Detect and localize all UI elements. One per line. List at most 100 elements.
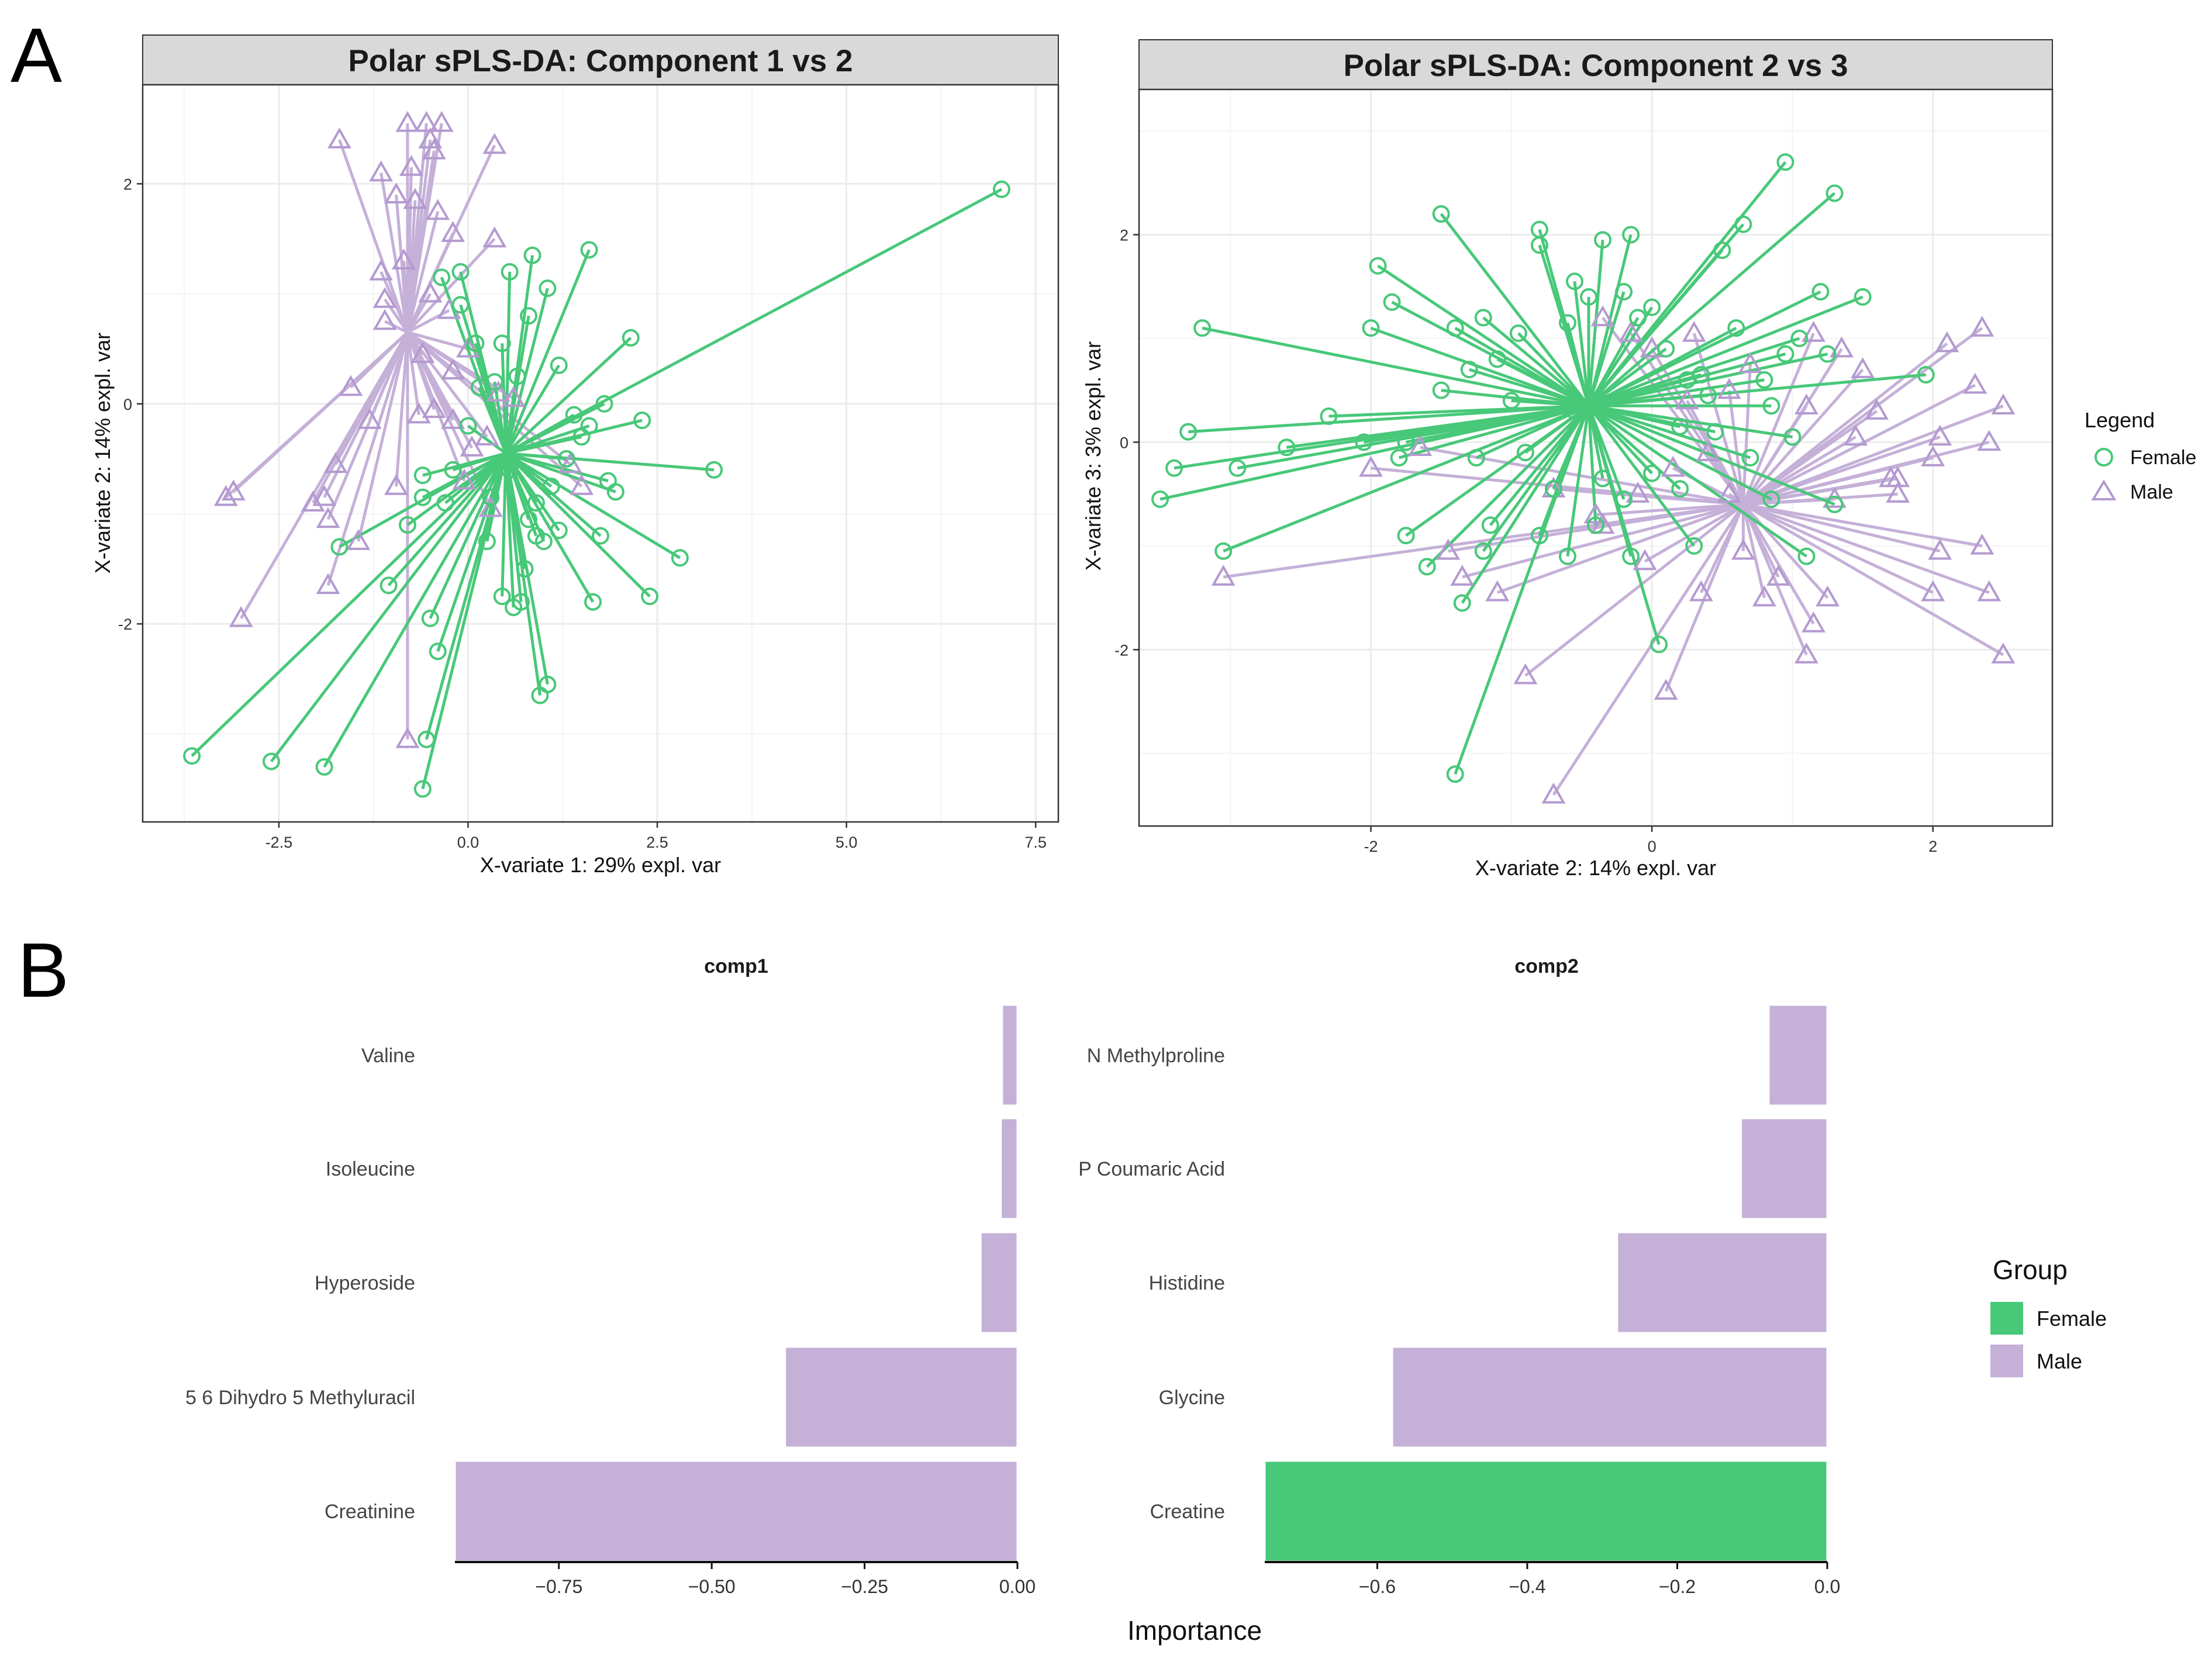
plot2-female-point [1650, 635, 1668, 654]
plot1-male-link [379, 271, 409, 333]
plot2-female-link [1398, 404, 1589, 459]
plot2-male-link [1741, 364, 1752, 505]
comp1-tick-label: −0.50 [688, 1576, 736, 1597]
plot2-grid [1139, 89, 2052, 826]
plot1-female-point [539, 279, 557, 298]
plot2-title: Polar sPLS-DA: Component 2 vs 3 [1344, 49, 1848, 83]
comp2-tick-label: −0.6 [1359, 1576, 1396, 1597]
plot1-female-link [505, 364, 560, 454]
plot1-female-point [557, 450, 575, 468]
comp2-category-label: N Methylproline [1087, 1045, 1225, 1067]
plot1-male-point [441, 221, 465, 242]
plot2-female-point [1678, 371, 1696, 389]
plot2-female-point [1460, 361, 1478, 379]
plot1-male-point [392, 248, 416, 269]
plot2-male-link [1742, 503, 2004, 656]
plot2-female-point [1278, 438, 1296, 457]
plot1-female-point [459, 417, 477, 435]
plot1-female-link [459, 304, 508, 454]
comp2-bar [1264, 1460, 1828, 1563]
plot1-female-point [444, 461, 462, 479]
comp1-category-label: Isoleucine [326, 1158, 415, 1180]
plot1-male-point [422, 397, 446, 418]
plot2-male-point [1928, 538, 1952, 560]
comp2-tick-label: 0.0 [1814, 1576, 1840, 1597]
scatter-plot-2: Polar sPLS-DA: Component 2 vs 3 -2 0 2 -2 0 2… [1081, 39, 2054, 880]
plot2-male-link [1742, 503, 1829, 599]
plot1-female-point [565, 406, 583, 424]
plot1-male-link [384, 320, 409, 334]
plot2-female-point [1818, 345, 1837, 363]
plot1-male-point [312, 485, 337, 506]
plot2-female-point [1530, 527, 1548, 545]
plot2-male-point [1450, 565, 1475, 586]
plot2-female-point [1151, 490, 1169, 508]
plot2-male-link [1742, 333, 1815, 505]
plot1-male-link [232, 331, 409, 493]
plot1-male-point [369, 160, 394, 182]
comp2-labels: Creatine Glycine Histidine P Coumaric Acid N… [1078, 1045, 1225, 1523]
plot1-male-point [422, 138, 446, 160]
scatter-legend-female: Female [2130, 447, 2196, 469]
plot1-female-link [505, 452, 553, 488]
plot2-male-link [1644, 503, 1744, 563]
plot2-female-point [1854, 288, 1872, 306]
plot2-female-point [1355, 433, 1373, 451]
plot2-male-link [1743, 497, 1835, 506]
plot2-male-point [1485, 580, 1510, 602]
plot1-male-link [406, 331, 454, 372]
plot1-male-point [395, 110, 420, 132]
plot1-female-point [421, 609, 439, 627]
plot2-female-link [1174, 404, 1589, 470]
plot1-female-point [493, 334, 511, 353]
plot2-male-link [1742, 405, 1808, 506]
plot1-male-link [338, 139, 409, 333]
plot2-female-point [1629, 309, 1647, 327]
plot1-female-point [413, 780, 432, 798]
plot2-male-point [1970, 533, 1994, 555]
plot1-male-point [441, 408, 465, 429]
plot2-female-point [1481, 516, 1499, 534]
plot1-female-point [482, 488, 500, 506]
scatter-legend-male: Male [2130, 481, 2173, 503]
plot2-male-link [1496, 503, 1744, 595]
comp1-bar [1001, 1004, 1019, 1107]
plot2-strip [1138, 39, 2053, 90]
comp1-tick-label: 0.00 [999, 1576, 1036, 1597]
plot2-male-point [1886, 482, 1910, 503]
plot2-male-point [1928, 424, 1952, 446]
plot2-female-point [1502, 392, 1520, 410]
plot2-female-point [1390, 449, 1408, 467]
plot2-male-point [1830, 336, 1854, 358]
plot2-male-point [1816, 585, 1840, 607]
comp2-bar [1768, 1004, 1828, 1107]
plot2-female-point [1179, 423, 1198, 441]
plot2-male-point [1696, 440, 1720, 461]
plot1-male-point [403, 188, 427, 209]
plot2-male-link [1664, 503, 1745, 692]
plot1-female-point [429, 642, 447, 661]
plot2-male-link [1742, 503, 1983, 548]
plot2-female-link [1588, 295, 1864, 407]
plot2-male-link [1552, 503, 1745, 796]
plot1-female-point [633, 412, 651, 430]
plot1-male-point [372, 309, 397, 330]
plot2-male-point [1583, 502, 1608, 524]
plot1-y-tick-label: -2 [118, 616, 132, 633]
plot1-male-point [441, 358, 465, 380]
comp2-bar [1740, 1117, 1828, 1220]
plot2-female-point [1474, 309, 1492, 327]
plot1-female-point [398, 516, 416, 534]
plot2-female-link [1489, 405, 1590, 526]
plot1-female-link [505, 452, 651, 597]
comp2-category-label: Histidine [1149, 1272, 1225, 1294]
plot2-female-link [1588, 249, 1724, 407]
plot1-female-point [501, 262, 519, 281]
plot1-female-point [433, 268, 451, 286]
comp1-ticks: −0.75 −0.50 −0.25 0.00 [535, 1562, 1036, 1597]
plot2-female-link [1482, 316, 1590, 407]
plot2-lines [1160, 161, 2004, 796]
plot2-female-link [1188, 404, 1589, 434]
plot1-x-tick-label: 2.5 [646, 834, 668, 851]
plot2-male-link [1727, 390, 1745, 505]
